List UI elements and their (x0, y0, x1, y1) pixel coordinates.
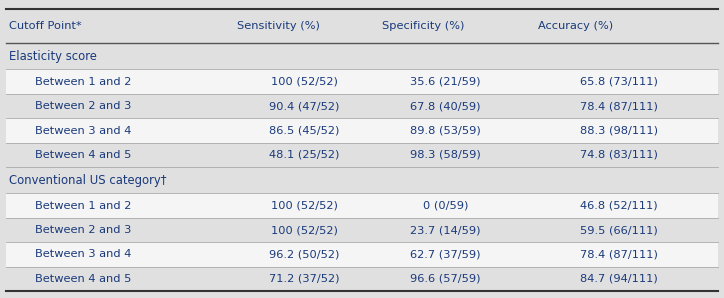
Bar (6, 218, 718, 242)
Text: 23.7 (14/59): 23.7 (14/59) (410, 225, 481, 235)
Text: 84.7 (94/111): 84.7 (94/111) (580, 274, 658, 284)
Text: 65.8 (73/111): 65.8 (73/111) (580, 77, 658, 87)
Text: 89.8 (53/59): 89.8 (53/59) (410, 125, 481, 136)
Text: Elasticity score: Elasticity score (9, 50, 96, 63)
Text: 96.2 (50/52): 96.2 (50/52) (269, 249, 340, 260)
Text: Between 1 and 2: Between 1 and 2 (35, 77, 131, 87)
Text: Between 1 and 2: Between 1 and 2 (35, 201, 131, 211)
Bar (6, 94, 718, 118)
Text: Specificity (%): Specificity (%) (382, 21, 465, 31)
Bar (6, 69, 718, 94)
Text: 48.1 (25/52): 48.1 (25/52) (269, 150, 340, 160)
Bar (6, 167, 718, 193)
Text: 88.3 (98/111): 88.3 (98/111) (580, 125, 658, 136)
Text: 86.5 (45/52): 86.5 (45/52) (269, 125, 340, 136)
Text: Between 3 and 4: Between 3 and 4 (35, 125, 131, 136)
Text: 100 (52/52): 100 (52/52) (271, 77, 337, 87)
Text: Between 3 and 4: Between 3 and 4 (35, 249, 131, 260)
Bar (6, 43, 718, 69)
Bar (6, 118, 718, 143)
Text: 100 (52/52): 100 (52/52) (271, 225, 337, 235)
Bar (6, 143, 718, 167)
Text: 90.4 (47/52): 90.4 (47/52) (269, 101, 340, 111)
Text: 67.8 (40/59): 67.8 (40/59) (410, 101, 481, 111)
Text: Between 4 and 5: Between 4 and 5 (35, 274, 131, 284)
Text: Cutoff Point*: Cutoff Point* (9, 21, 81, 31)
Text: 62.7 (37/59): 62.7 (37/59) (410, 249, 481, 260)
Text: 74.8 (83/111): 74.8 (83/111) (580, 150, 658, 160)
Bar (6, 242, 718, 267)
Text: Between 2 and 3: Between 2 and 3 (35, 101, 131, 111)
Text: Conventional US category†: Conventional US category† (9, 174, 167, 187)
Text: 98.3 (58/59): 98.3 (58/59) (410, 150, 481, 160)
Text: 78.4 (87/111): 78.4 (87/111) (580, 249, 658, 260)
Text: Between 4 and 5: Between 4 and 5 (35, 150, 131, 160)
Text: 96.6 (57/59): 96.6 (57/59) (410, 274, 481, 284)
Text: Between 2 and 3: Between 2 and 3 (35, 225, 131, 235)
Bar (6, 267, 718, 291)
Text: Sensitivity (%): Sensitivity (%) (237, 21, 320, 31)
Text: 100 (52/52): 100 (52/52) (271, 201, 337, 211)
Text: 71.2 (37/52): 71.2 (37/52) (269, 274, 340, 284)
Text: 35.6 (21/59): 35.6 (21/59) (410, 77, 481, 87)
Text: 78.4 (87/111): 78.4 (87/111) (580, 101, 658, 111)
Text: 59.5 (66/111): 59.5 (66/111) (580, 225, 658, 235)
Text: 0 (0/59): 0 (0/59) (423, 201, 468, 211)
Text: Accuracy (%): Accuracy (%) (538, 21, 613, 31)
Bar (6, 193, 718, 218)
Text: 46.8 (52/111): 46.8 (52/111) (580, 201, 658, 211)
